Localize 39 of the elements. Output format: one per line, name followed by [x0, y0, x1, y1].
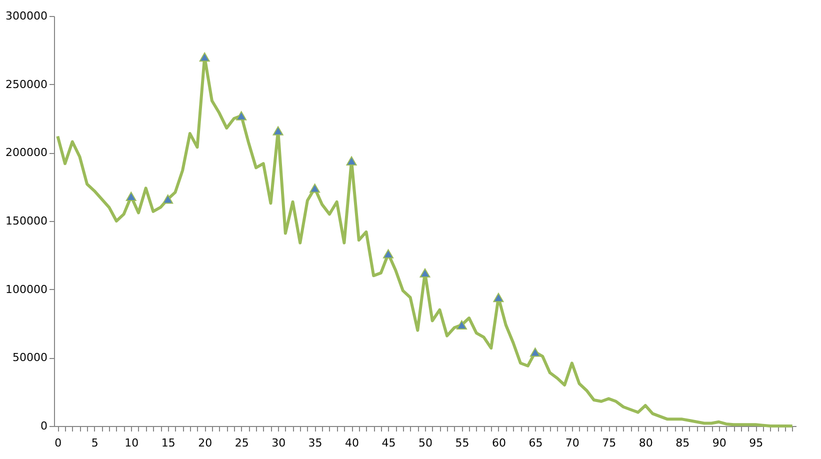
- x-tick-label: 25: [234, 436, 249, 450]
- x-tick-label: 35: [308, 436, 322, 450]
- point: [530, 348, 540, 357]
- x-tick-label: 30: [272, 436, 286, 450]
- y-tick-label: 300000: [6, 10, 48, 22]
- x-tick-label: 45: [382, 436, 396, 450]
- x-tick-label: 60: [492, 436, 506, 450]
- y-tick-label: 100000: [6, 282, 48, 296]
- y-tick-label: 200000: [6, 146, 48, 160]
- point: [420, 268, 430, 278]
- y-tick-label: 0: [40, 420, 48, 432]
- x-tick-label: 70: [565, 436, 580, 450]
- x-tick-label: 10: [124, 436, 139, 450]
- x-tick-label: 55: [455, 436, 470, 450]
- x-tick-label: 15: [161, 436, 176, 450]
- x-tick-label: 20: [198, 436, 212, 450]
- x-tick-label: 80: [638, 436, 653, 450]
- y-tick-label: 150000: [6, 214, 48, 228]
- x-tick-label: 75: [602, 436, 616, 450]
- x-tick-label: 5: [91, 436, 98, 450]
- x-tick-label: 0: [54, 436, 62, 450]
- x-tick-label: 90: [712, 436, 726, 450]
- x-tick-label: 40: [345, 436, 360, 450]
- point: [383, 249, 394, 258]
- x-tick-label: 85: [676, 436, 690, 450]
- x-tick-label: 95: [749, 436, 764, 450]
- point: [272, 126, 284, 136]
- x-tick-label: 65: [528, 436, 543, 450]
- y-tick-label: 250000: [6, 78, 48, 91]
- point: [199, 52, 210, 62]
- point: [126, 192, 136, 202]
- point: [162, 194, 174, 204]
- point: [310, 184, 320, 193]
- x-tick-label: 50: [418, 436, 432, 450]
- point: [346, 156, 357, 166]
- point: [493, 292, 504, 302]
- point: [456, 320, 467, 330]
- point: [236, 111, 247, 120]
- y-tick-label: 50000: [12, 351, 48, 364]
